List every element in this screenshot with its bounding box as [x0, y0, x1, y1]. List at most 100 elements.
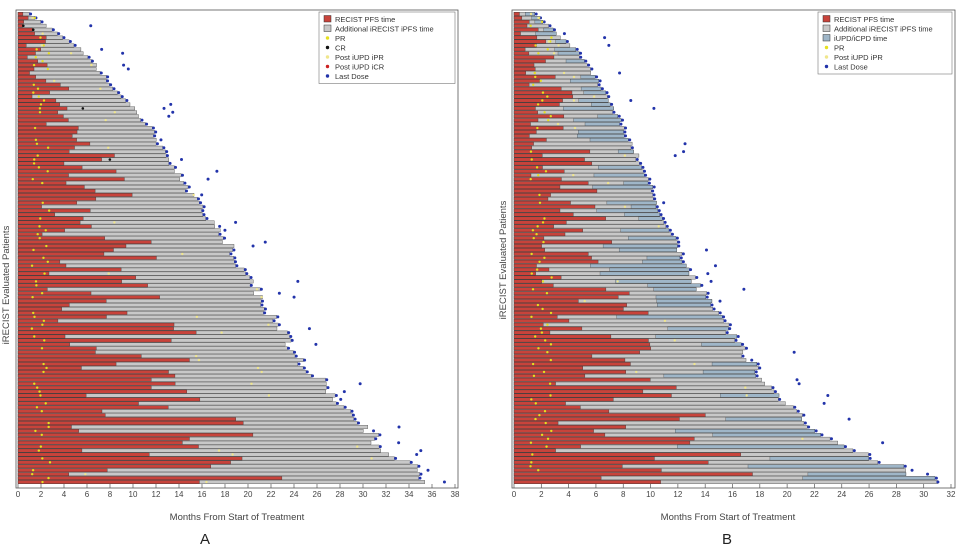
bar-segment-pfs	[17, 173, 69, 178]
bar-segment-iupd	[596, 208, 659, 213]
marker-last-dose	[292, 295, 296, 299]
marker-last-dose	[552, 28, 556, 32]
bar-segment-iupd	[584, 122, 620, 126]
bar-segment-pfs	[17, 397, 201, 402]
bar-segment-iupd	[675, 429, 815, 433]
bar-segment-pfs	[513, 456, 655, 461]
legend-label: Additional iRECIST iPFS time	[335, 24, 434, 33]
legend-swatch	[325, 64, 330, 69]
marker-last-dose	[168, 161, 172, 165]
bar-segment-pfs	[513, 432, 606, 437]
bar-segment-pfs	[513, 291, 630, 296]
marker-last-dose	[419, 449, 423, 453]
marker-pr	[549, 358, 553, 362]
x-tick-label: 24	[290, 490, 299, 499]
x-tick-label: 16	[198, 490, 207, 499]
bar-segment-pfs	[513, 303, 627, 307]
bar-segment-pfs	[17, 23, 23, 28]
bar-segment-pfs	[513, 59, 546, 64]
marker-pr	[540, 331, 544, 334]
marker-last-dose	[335, 401, 339, 405]
bar-segment-pfs	[513, 295, 619, 300]
marker-pr	[32, 248, 35, 252]
marker-pr	[547, 118, 550, 122]
marker-last-dose	[868, 453, 872, 456]
bar-segment-ipfs	[17, 287, 261, 292]
marker-pr	[541, 99, 544, 102]
marker-last-dose	[294, 354, 298, 358]
bar-segment-pfs	[17, 236, 105, 241]
marker-pr	[42, 319, 46, 322]
marker-last-dose	[378, 433, 382, 437]
marker-last-dose	[677, 244, 681, 248]
bar-segment-pfs	[513, 318, 570, 323]
marker-pr	[535, 166, 539, 169]
marker-pr	[542, 240, 545, 244]
marker-cr	[22, 24, 25, 28]
bar-segment-iupd	[606, 200, 657, 205]
marker-pr	[546, 95, 549, 98]
x-tick-label: 24	[837, 490, 846, 499]
bar-segment-pfs	[17, 193, 133, 197]
x-tick-label: 28	[892, 490, 901, 499]
bar-segment-iupd	[580, 86, 602, 91]
marker-pr	[30, 472, 34, 476]
x-tick-label: 4	[566, 490, 571, 499]
bar-segment-pfs	[513, 35, 538, 40]
bar-segment-pfs	[17, 350, 96, 355]
marker-pr	[538, 413, 541, 417]
marker-last-dose	[343, 405, 347, 409]
marker-last-dose	[710, 303, 714, 307]
bar-segment-pfs	[513, 224, 554, 229]
bar-segment-pfs	[17, 134, 73, 138]
bar-segment-pfs	[513, 185, 561, 189]
bar-segment-pfs	[17, 389, 187, 394]
marker-pr	[536, 225, 539, 228]
bar-segment-pfs	[17, 322, 175, 327]
bar-segment-pfs	[513, 196, 549, 201]
bar-segment-pfs	[17, 287, 48, 292]
marker-last-dose	[677, 240, 681, 244]
bar-segment-iupd	[769, 456, 869, 461]
marker-last-dose	[597, 83, 601, 87]
marker-pr	[47, 421, 50, 425]
marker-last-dose	[57, 32, 61, 36]
marker-post-iupd-ipr	[623, 205, 627, 208]
marker-pr	[42, 256, 45, 260]
marker-last-dose	[728, 323, 732, 327]
marker-pr	[41, 201, 44, 204]
marker-last-dose	[202, 213, 206, 217]
x-tick-label: 0	[512, 490, 517, 499]
bar-segment-pfs	[17, 338, 172, 343]
bar-segment-ipfs	[17, 204, 204, 209]
marker-post-iupd-ipr	[801, 437, 804, 440]
marker-last-dose	[734, 338, 738, 342]
marker-last-dose	[162, 106, 166, 110]
marker-post-iupd-ipr	[606, 181, 610, 185]
bar-segment-pfs	[513, 271, 536, 276]
marker-last-dose	[112, 87, 116, 91]
marker-last-dose	[73, 43, 77, 47]
marker-last-dose	[276, 315, 280, 319]
bar-segment-iupd	[653, 287, 697, 292]
marker-pr	[33, 158, 36, 161]
bar-segment-pfs	[513, 429, 594, 433]
marker-post-iupd-ipr	[267, 394, 271, 397]
marker-last-dose	[695, 276, 699, 279]
bar-segment-pfs	[513, 366, 583, 370]
bar-segment-pfs	[17, 432, 254, 437]
marker-pr	[530, 272, 533, 275]
bar-segment-ipfs	[17, 55, 89, 60]
marker-last-dose	[579, 55, 583, 59]
marker-last-dose	[778, 397, 782, 401]
x-tick-label: 28	[336, 490, 345, 499]
bar-segment-pfs	[513, 114, 565, 119]
marker-last-dose	[612, 110, 616, 114]
marker-pr	[46, 170, 49, 173]
marker-last-dose	[426, 468, 430, 472]
bar-segment-pfs	[17, 464, 212, 469]
marker-last-dose	[652, 106, 656, 110]
bar-segment-pfs	[17, 468, 108, 473]
marker-last-dose	[442, 480, 446, 484]
marker-post-iupd-ipr	[572, 174, 575, 177]
